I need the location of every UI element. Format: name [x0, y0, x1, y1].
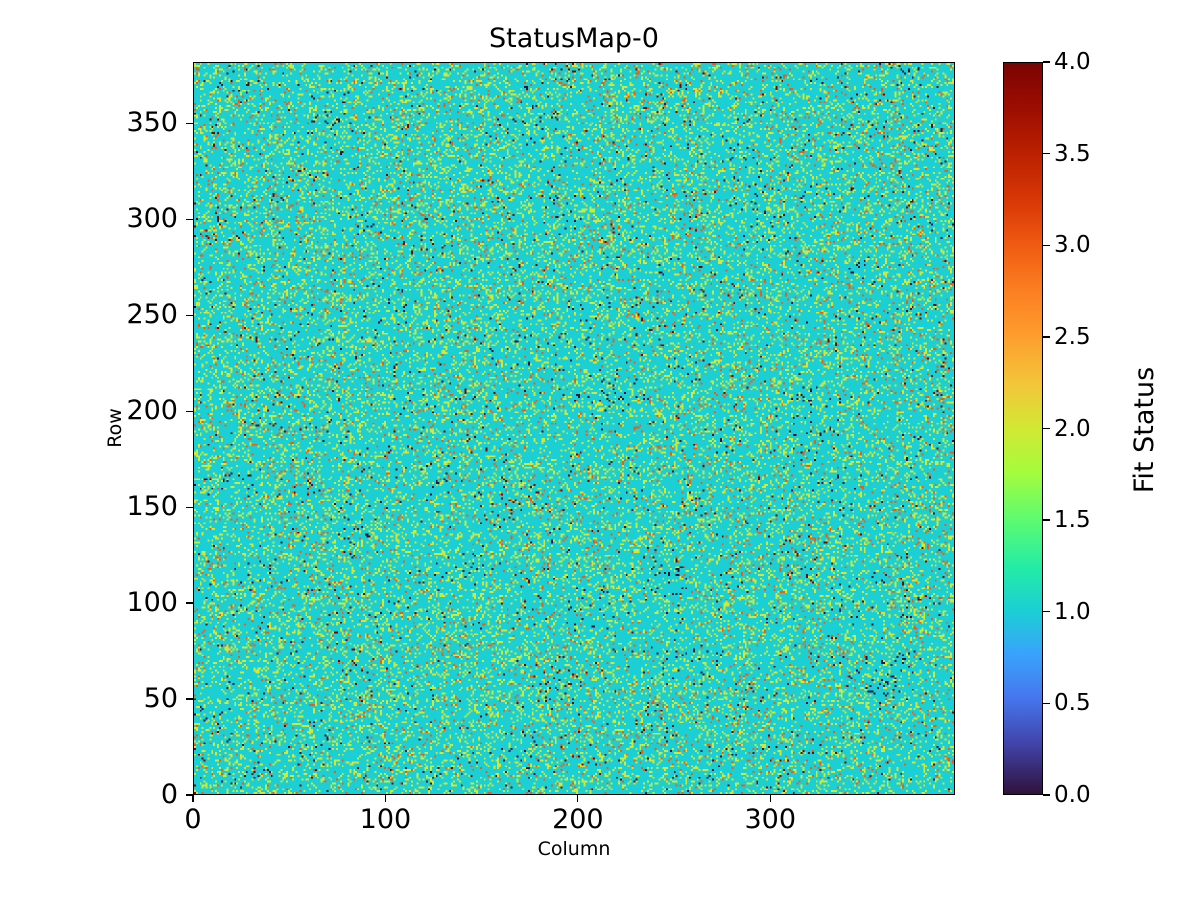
colorbar-tick-label: 1.5	[1054, 507, 1091, 534]
heatmap-image[interactable]	[194, 63, 954, 794]
x-tick-mark	[577, 795, 579, 802]
colorbar-label: Fit Status	[1129, 366, 1160, 494]
colorbar-tick-label: 1.0	[1054, 598, 1091, 625]
y-tick-label: 150	[126, 491, 178, 523]
heatmap-axes[interactable]	[193, 62, 955, 795]
colorbar-gradient	[1004, 63, 1042, 794]
colorbar-tick-mark	[1043, 427, 1050, 430]
x-tick-label: 100	[359, 804, 412, 835]
y-tick-mark	[186, 122, 193, 125]
y-tick-mark	[186, 602, 193, 604]
y-tick-mark	[186, 698, 193, 700]
colorbar-tick-mark	[1043, 336, 1050, 338]
y-axis-label: Row	[104, 408, 126, 448]
x-tick-mark	[192, 795, 194, 802]
colorbar-tick-label: 0.5	[1054, 690, 1091, 717]
colorbar-tick-label: 3.5	[1054, 140, 1091, 167]
colorbar-tick-label: 4.0	[1054, 49, 1091, 75]
y-tick-mark	[186, 218, 193, 220]
x-axis-label: Column	[537, 838, 611, 860]
y-tick-label: 0	[160, 779, 178, 810]
y-tick-label: 50	[143, 683, 178, 715]
y-tick-label: 200	[126, 395, 178, 427]
colorbar-tick-mark	[1043, 611, 1050, 613]
y-tick-mark	[186, 506, 193, 508]
colorbar-tick-label: 3.0	[1054, 232, 1091, 259]
x-tick-mark	[384, 795, 387, 802]
colorbar-tick-label: 2.5	[1054, 323, 1091, 350]
y-tick-label: 100	[126, 587, 178, 619]
colorbar-tick-mark	[1043, 519, 1050, 521]
y-tick-label: 250	[126, 299, 178, 331]
x-tick-label: 200	[552, 804, 604, 835]
colorbar-tick-mark	[1043, 702, 1050, 705]
colorbar-tick-mark	[1043, 152, 1050, 155]
x-tick-label: 0	[184, 804, 202, 835]
x-tick-label: 300	[744, 804, 797, 835]
colorbar-tick-mark	[1043, 61, 1050, 63]
y-tick-label: 350	[126, 107, 178, 139]
colorbar-tick-mark	[1043, 794, 1050, 796]
y-tick-mark	[186, 410, 193, 412]
colorbar-tick-label: 2.0	[1054, 415, 1091, 442]
y-tick-label: 300	[126, 203, 178, 235]
y-tick-mark	[186, 794, 193, 796]
y-tick-mark	[186, 314, 193, 316]
page-title: StatusMap-0	[489, 23, 659, 54]
x-tick-mark	[769, 795, 771, 802]
colorbar-tick-label: 0.0	[1054, 782, 1091, 808]
colorbar[interactable]	[1003, 62, 1043, 795]
colorbar-tick-mark	[1043, 244, 1050, 246]
